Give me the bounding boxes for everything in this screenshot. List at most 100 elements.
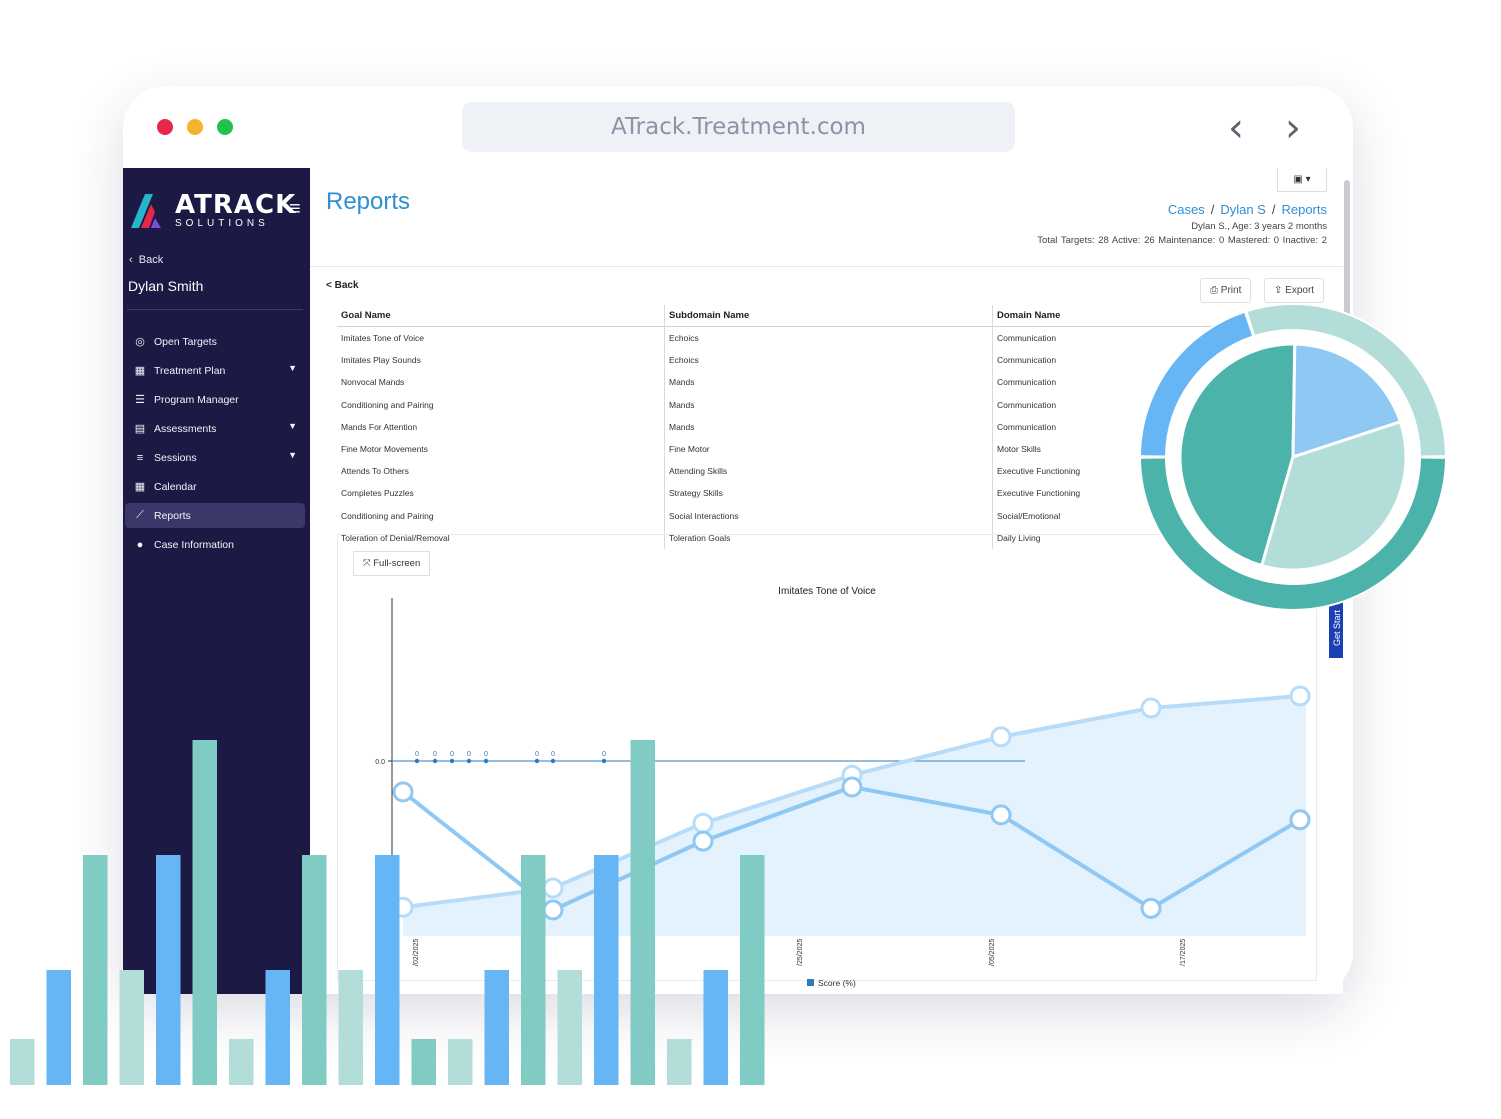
bar [375, 855, 400, 1085]
sidebar-item-calendar[interactable]: ▦ Calendar [125, 474, 305, 499]
back-arrow-icon[interactable]: ‹ [1228, 105, 1244, 151]
sidebar-user-name: Dylan Smith [128, 278, 204, 294]
area-point [1140, 697, 1162, 719]
bar [265, 970, 290, 1085]
sidebar-item-reports[interactable]: ⟋ Reports [125, 503, 305, 528]
calendar-icon: ▦ [134, 481, 146, 493]
domain-cell: Motor Skills [997, 444, 1041, 455]
report-back-link[interactable]: < Back [326, 280, 359, 291]
get-started-tab[interactable]: Get Start [1329, 598, 1343, 658]
data-point [414, 758, 420, 764]
chevron-down-icon[interactable]: ▼ [288, 363, 297, 373]
bar [667, 1039, 692, 1085]
data-point [483, 758, 489, 764]
breadcrumb-cases[interactable]: Cases [1167, 202, 1205, 217]
legend-label: Score (%) [818, 978, 856, 988]
chart-card: ⤧ Full-screen Imitates Tone of Voice [337, 534, 1317, 981]
data-label: 0 [535, 751, 539, 758]
subdomain-cell: Mands [664, 393, 993, 416]
maximize-window-dot[interactable] [217, 119, 233, 135]
trend-point [1289, 809, 1311, 831]
goal-name-cell: Fine Motor Movements [337, 437, 665, 461]
decorative-pie-chart [1139, 303, 1447, 611]
table-row[interactable]: Fine Motor Movements Fine Motor Motor Skil… [337, 437, 1298, 461]
forward-arrow-icon[interactable]: › [1285, 105, 1301, 151]
sidebar: ATRACK SOLUTIONS ≡ ‹ Back Dylan Smith ◎ O… [123, 168, 310, 994]
table-row[interactable]: Imitates Tone of Voice Echoics Communicati… [337, 326, 1298, 350]
bar [630, 740, 655, 1085]
bar [521, 855, 546, 1085]
chevron-down-icon[interactable]: ▼ [288, 450, 297, 460]
export-icon: ⇪ [1274, 285, 1283, 296]
sidebar-item-label: Treatment Plan [154, 364, 226, 377]
trend-point [1140, 897, 1162, 919]
area-point [542, 877, 564, 899]
bar [83, 855, 108, 1085]
donut-ring-segment [1141, 313, 1252, 456]
page-scrollbar[interactable] [1344, 180, 1350, 320]
close-window-dot[interactable] [157, 119, 173, 135]
table-row[interactable]: Mands For Attention Mands Communication [337, 415, 1298, 438]
sidebar-item-treatment-plan[interactable]: ▦ Treatment Plan ▼ [125, 358, 305, 383]
hamburger-menu-icon[interactable]: ≡ [289, 198, 301, 220]
domain-cell: Communication [997, 421, 1057, 432]
subdomain-cell: Mands [664, 415, 993, 438]
bar [448, 1039, 473, 1085]
user-menu-button[interactable]: ▣ ▾ [1277, 168, 1327, 192]
column-header-subdomain[interactable]: Subdomain Name [664, 305, 993, 327]
chevron-down-icon[interactable]: ▼ [288, 421, 297, 431]
area-point [1289, 685, 1311, 707]
sidebar-item-assessments[interactable]: ▤ Assessments ▼ [125, 416, 305, 441]
sidebar-item-case-information[interactable]: ● Case Information [125, 532, 305, 557]
clipboard-icon: ▤ [134, 423, 146, 435]
sidebar-back-link[interactable]: ‹ Back [129, 254, 163, 266]
breadcrumb-patient[interactable]: Dylan S [1220, 202, 1266, 217]
logo: ATRACK SOLUTIONS [131, 192, 296, 229]
header-divider [310, 266, 1343, 267]
table-row[interactable]: Conditioning and Pairing Mands Communicati… [337, 393, 1298, 416]
logo-main-text: ATRACK [175, 190, 297, 220]
list-icon: ☰ [135, 394, 145, 406]
table-row[interactable]: Imitates Play Sounds Echoics Communication [337, 349, 1298, 372]
data-point [466, 758, 472, 764]
table-row[interactable]: Completes Puzzles Strategy Skills Executiv… [337, 482, 1298, 505]
goal-name-cell: Conditioning and Pairing [337, 393, 665, 416]
bar [703, 970, 728, 1085]
column-header-goal[interactable]: Goal Name [337, 305, 665, 327]
bar [740, 855, 765, 1085]
print-button[interactable]: ⎙ Print [1200, 278, 1252, 303]
bar [119, 970, 144, 1085]
domain-cell: Executive Functioning [997, 466, 1081, 477]
fullscreen-label: Full-screen [373, 558, 421, 569]
breadcrumb: Cases / Dylan S / Reports [1167, 202, 1327, 217]
subdomain-cell: Strategy Skills [664, 482, 993, 505]
address-bar[interactable]: ATrack.Treatment.com [462, 102, 1015, 152]
sidebar-item-sessions[interactable]: ≡ Sessions ▼ [125, 445, 305, 470]
logo-sub-text: SOLUTIONS [175, 218, 269, 229]
sidebar-item-program-manager[interactable]: ☰ Program Manager [125, 387, 305, 412]
table-row[interactable]: Attends To Others Attending Skills Executi… [337, 460, 1298, 483]
table-row[interactable]: Conditioning and Pairing Social Interacti… [337, 504, 1298, 527]
bar [156, 855, 181, 1085]
data-point [601, 758, 607, 764]
pie-slice [1291, 342, 1403, 460]
expand-icon: ⤧ [363, 558, 371, 569]
subdomain-cell: Echoics [664, 349, 993, 372]
table-icon: ▦ [134, 365, 146, 377]
data-point [534, 758, 540, 764]
export-button[interactable]: ⇪ Export [1264, 278, 1325, 303]
table-row[interactable]: Toleration of Denial/Removal Toleration G… [337, 526, 1298, 549]
data-label: 0 [433, 751, 437, 758]
goal-name-cell: Imitates Play Sounds [337, 349, 665, 372]
bar [411, 1039, 436, 1085]
sidebar-item-label: Case Information [154, 538, 234, 551]
data-label: 0 [415, 751, 419, 758]
sidebar-item-open-targets[interactable]: ◎ Open Targets [125, 329, 305, 354]
table-row[interactable]: Nonvocal Mands Mands Communication [337, 371, 1298, 394]
fullscreen-button[interactable]: ⤧ Full-screen [353, 551, 431, 576]
minimize-window-dot[interactable] [187, 119, 203, 135]
breadcrumb-reports[interactable]: Reports [1281, 202, 1327, 217]
x-tick-label: /02/2025 [413, 939, 420, 966]
logo-mark-icon [131, 193, 161, 228]
subdomain-cell: Social Interactions [664, 504, 993, 527]
